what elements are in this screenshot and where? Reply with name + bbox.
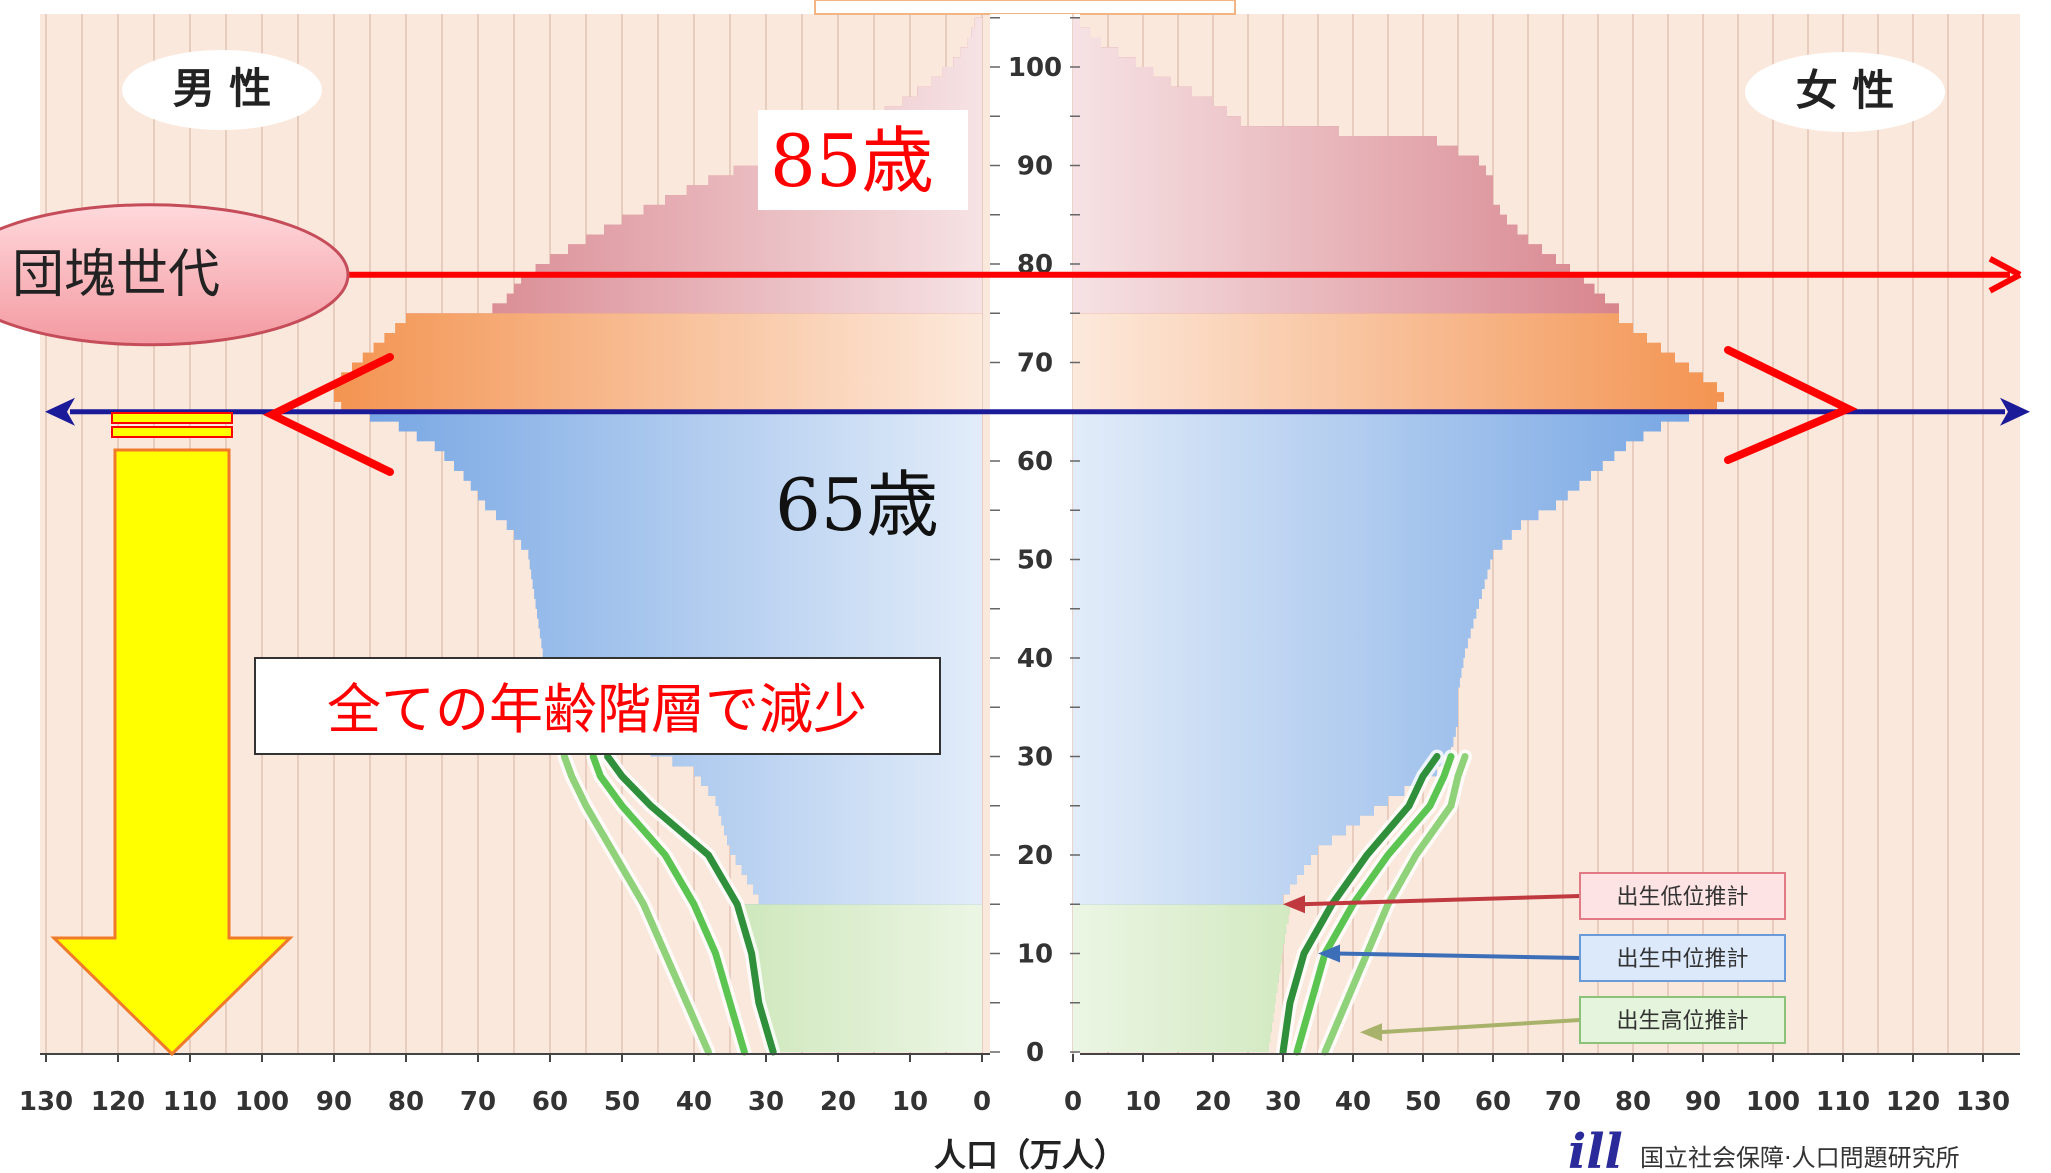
x-tick-label-female: 60 — [1475, 1087, 1511, 1117]
x-tick-label-female: 90 — [1685, 1087, 1721, 1117]
y-tick-label: 90 — [1017, 152, 1053, 182]
projection-curve-1 — [1279, 753, 1441, 1056]
x-tick-label-female: 130 — [1956, 1087, 2010, 1117]
x-tick-label-male: 40 — [676, 1087, 712, 1117]
female-label: 女 性 — [1796, 66, 1895, 115]
y-tick-label: 50 — [1017, 546, 1053, 576]
x-tick-label-male: 90 — [316, 1087, 352, 1117]
decline-note-box — [254, 657, 941, 755]
y-tick-label: 10 — [1017, 940, 1053, 970]
x-tick-label-male: 10 — [892, 1087, 928, 1117]
legend-label-1: 出生低位推計 — [1616, 885, 1748, 910]
source-logo: ill 国立社会保障·人口問題研究所 — [1568, 1124, 1960, 1173]
yellow-down-arrow-icon — [50, 448, 294, 1057]
male-projection-curves — [557, 749, 781, 1059]
y-tick-label: 100 — [1008, 53, 1062, 83]
legend-box-1 — [1579, 872, 1786, 920]
projection-curve-1 — [604, 753, 777, 1056]
x-tick-label-female: 20 — [1195, 1087, 1231, 1117]
legend-pointer — [1300, 894, 1581, 907]
female-projection-curves — [1276, 749, 1472, 1059]
age85-label: 85歳 — [770, 119, 934, 203]
age85-label-bg — [758, 110, 968, 210]
x-tick-label-female: 40 — [1335, 1087, 1371, 1117]
right-chevron-icon — [1724, 346, 1858, 464]
projection-curve-2 — [1293, 753, 1455, 1056]
dankai-bubble — [0, 203, 350, 347]
x-tick-label-male: 60 — [532, 1087, 568, 1117]
y-tick-label: 40 — [1017, 644, 1053, 674]
source-text: 国立社会保障·人口問題研究所 — [1640, 1144, 1960, 1172]
legend-box-3 — [1579, 996, 1786, 1044]
x-tick-label-female: 80 — [1615, 1087, 1651, 1117]
x-axis-ticks: 130 120 110 100 90 80 70 60 50 40 30 20 10 0 0 10 20 30 40… — [19, 1054, 2010, 1117]
x-tick-label-male: 80 — [388, 1087, 424, 1117]
legend-pointer-head — [1283, 895, 1305, 914]
legend-pointer-head — [1360, 1023, 1382, 1042]
dankai-label: 団塊世代 — [12, 245, 220, 305]
x-tick-label-female: 120 — [1886, 1087, 1940, 1117]
projection-curve-3 — [1321, 753, 1469, 1056]
female-label-badge: 女 性 — [1745, 52, 1945, 132]
x-tick-label-male: 100 — [235, 1087, 289, 1117]
x-tick-label-female: 30 — [1265, 1087, 1301, 1117]
age-axis-strip — [990, 14, 1080, 1054]
x-tick-label-male: 30 — [748, 1087, 784, 1117]
yellow-bar-top-1 — [111, 412, 233, 424]
x-tick-label-male: 120 — [91, 1087, 145, 1117]
legend-label-2: 出生中位推計 — [1616, 947, 1748, 972]
y-tick-label: 0 — [1026, 1038, 1044, 1068]
x-tick-label-male: 110 — [163, 1087, 217, 1117]
male-label-badge: 男 性 — [122, 50, 322, 130]
x-tick-label-male: 0 — [973, 1087, 991, 1117]
male-band-shade-65-74 — [334, 313, 982, 412]
y-tick-label: 70 — [1017, 349, 1053, 379]
x-tick-label-male: 70 — [460, 1087, 496, 1117]
legend-pointer — [1335, 951, 1581, 960]
age65-arrowhead-right — [2000, 397, 2030, 426]
y-tick-label: 60 — [1017, 447, 1053, 477]
legend-pointer — [1377, 1018, 1581, 1035]
yellow-bar-top-2 — [111, 426, 233, 438]
age65-arrowhead-left — [45, 397, 75, 426]
x-tick-label-female: 0 — [1064, 1087, 1082, 1117]
x-tick-label-female: 70 — [1545, 1087, 1581, 1117]
x-axis-label: 人口（万人） — [934, 1136, 1126, 1173]
age65-label: 65歳 — [775, 463, 939, 547]
top-header-box — [814, 0, 1236, 15]
x-tick-label-female: 100 — [1746, 1087, 1800, 1117]
projection-curve-3 — [560, 753, 712, 1056]
dankai-arrowhead — [1988, 256, 2022, 294]
x-tick-label-male: 50 — [604, 1087, 640, 1117]
x-tick-label-male: 130 — [19, 1087, 73, 1117]
x-tick-label-female: 50 — [1405, 1087, 1441, 1117]
x-tick-label-female: 10 — [1125, 1087, 1161, 1117]
female-band-shade-65-74 — [1073, 313, 1724, 412]
x-tick-label-female: 110 — [1816, 1087, 1870, 1117]
x-tick-label-male: 20 — [820, 1087, 856, 1117]
male-label: 男 性 — [173, 64, 272, 113]
y-tick-label: 30 — [1017, 743, 1053, 773]
legend-pointer-head — [1318, 944, 1340, 963]
legend-label-3: 出生高位推計 — [1616, 1009, 1748, 1034]
institute-logo-icon: ill — [1568, 1124, 1623, 1173]
decline-note: 全ての年齢階層で減少 — [327, 678, 867, 741]
legend-box-2 — [1579, 934, 1786, 982]
left-chevron-icon — [262, 353, 394, 476]
projection-curve-2 — [589, 753, 748, 1056]
y-tick-label: 20 — [1017, 841, 1053, 871]
